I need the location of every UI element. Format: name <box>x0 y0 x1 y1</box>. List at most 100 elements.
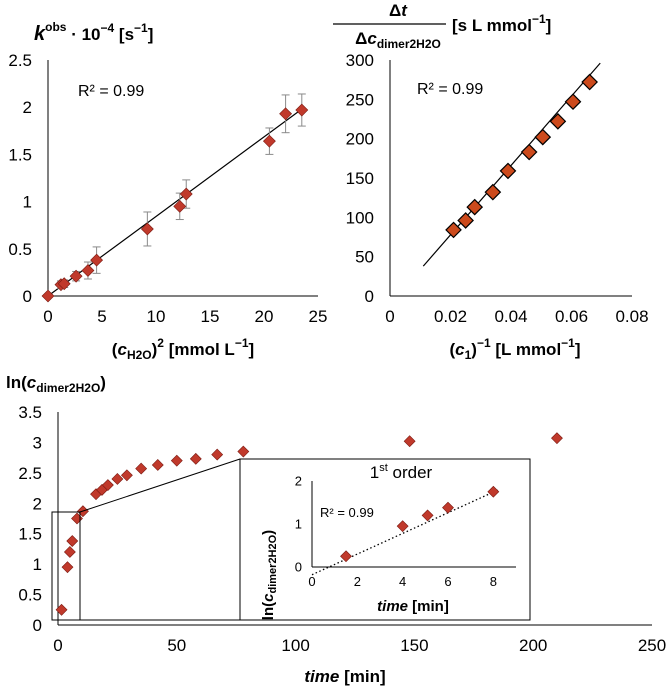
x-tick-label: 15 <box>201 307 220 326</box>
data-point <box>551 432 563 445</box>
data-point <box>442 501 454 514</box>
y-tick-label: 2.5 <box>8 51 32 70</box>
x-tick-label: 0 <box>53 636 62 655</box>
y-tick-label: 3 <box>33 433 42 452</box>
y-tick-label: 250 <box>346 90 374 109</box>
y-tick-label: 100 <box>346 208 374 227</box>
panel-a-x-axis-label: (cH2O)2 [mmol L−1] <box>112 336 254 362</box>
y-tick-label: 200 <box>346 130 374 149</box>
x-tick-label: 100 <box>281 636 309 655</box>
x-tick-label: 20 <box>255 307 274 326</box>
data-point <box>564 93 582 111</box>
data-point <box>57 277 71 291</box>
panel-dt-dc-vs-inverse-c1: ΔΔtt ΔcΔcdimer2H2O [s L mmol−1] R² = 0.9… <box>333 1 649 362</box>
panel-kobs-vs-water-squared: kobs · 10−4 [s−1] R² = 0.99 0 0.5 1 1.5 2 2.5… <box>8 20 327 362</box>
data-point <box>396 520 409 533</box>
data-point <box>466 198 484 216</box>
x-tick-label: 150 <box>400 636 428 655</box>
fit-line <box>47 108 303 297</box>
y-tick-label: 2 <box>33 494 42 513</box>
y-tick-label: 300 <box>346 51 374 70</box>
data-point <box>487 485 500 498</box>
data-point <box>445 221 462 239</box>
x-tick-label: 25 <box>309 307 328 326</box>
x-tick-label: 0 <box>385 307 394 326</box>
data-point <box>457 212 474 229</box>
panel-a-y-axis-label: kobs · 10−4 [s−1] <box>34 20 153 45</box>
y-tick-label: 1 <box>33 555 42 574</box>
x-tick-label: 0.04 <box>494 307 527 326</box>
data-point <box>211 448 224 461</box>
panel-c-y-axis-label: ln(cdimer2H2O) <box>6 373 106 395</box>
data-point <box>170 454 183 467</box>
y-tick-label: 50 <box>355 248 374 267</box>
data-point <box>549 113 567 130</box>
y-tick-label: 0.5 <box>18 586 42 605</box>
y-tick-label: 1 <box>23 193 32 212</box>
y-tick-label: 3.5 <box>18 403 42 422</box>
inset-y-axis-label: ln(cdimer2H2O) <box>260 530 279 620</box>
panel-b-x-axis-label: (c1)−1 [L mmol−1] <box>449 336 580 362</box>
y-tick-label: 2 <box>295 474 302 489</box>
data-point <box>179 187 193 201</box>
panel-c-x-axis-label: time [min] <box>304 667 385 686</box>
x-tick-label: 0 <box>308 574 315 589</box>
panel-b-y-axis-unit: [s L mmol−1] <box>452 12 551 35</box>
y-tick-label: 0.5 <box>8 240 32 259</box>
y-tick-label: 150 <box>346 169 374 188</box>
y-tick-label: 2 <box>23 98 32 117</box>
panel-ln-c-vs-time: ln(cdimer2H2O) 00.511.522.533.5 0 50 100 15… <box>6 373 666 686</box>
data-point <box>484 183 502 201</box>
data-point <box>63 546 76 558</box>
inset-x-axis-label: time [min] <box>377 598 449 615</box>
data-point <box>189 452 202 465</box>
panel-b-y-axis-denominator: ΔcΔcdimer2H2O <box>355 29 441 51</box>
data-point <box>534 128 552 146</box>
x-tick-label: 200 <box>519 636 547 655</box>
data-point <box>403 435 416 448</box>
data-point <box>237 445 250 458</box>
data-point <box>55 603 68 616</box>
data-point <box>111 473 124 485</box>
x-tick-label: 10 <box>147 307 166 326</box>
data-point <box>295 103 309 117</box>
inset-frame <box>239 458 531 621</box>
inset-r-squared: R² = 0.99 <box>320 505 374 520</box>
zoom-connector-top <box>79 458 241 513</box>
x-tick-label: 8 <box>490 574 497 589</box>
data-point <box>135 462 148 475</box>
data-point <box>173 199 187 213</box>
data-point <box>69 269 83 283</box>
y-tick-label: 1.5 <box>18 525 42 544</box>
x-tick-label: 0.08 <box>615 307 648 326</box>
data-point <box>421 509 434 522</box>
x-tick-label: 250 <box>638 636 666 655</box>
inset-title: 1st order <box>370 462 433 482</box>
x-tick-label: 0 <box>43 307 52 326</box>
inset-first-order: 1st order R² = 0.99 ln(cdimer2H2O) 0 1 2 0… <box>239 458 531 621</box>
data-point <box>499 162 517 180</box>
x-tick-label: 50 <box>167 636 186 655</box>
x-tick-label: 5 <box>97 307 106 326</box>
data-point <box>581 73 598 91</box>
x-tick-label: 6 <box>444 574 451 589</box>
y-tick-label: 0 <box>295 560 302 575</box>
data-point <box>262 134 276 148</box>
data-point <box>120 469 133 482</box>
y-tick-label: 1 <box>295 517 302 532</box>
data-point <box>101 479 114 491</box>
y-tick-label: 2.5 <box>18 464 42 483</box>
x-tick-label: 4 <box>399 574 406 589</box>
zoom-region-box <box>51 511 81 621</box>
panel-b-r-squared: R² = 0.99 <box>417 81 483 98</box>
y-tick-label: 0 <box>23 287 32 306</box>
data-point <box>151 459 164 471</box>
panel-a-r-squared: R² = 0.99 <box>78 83 144 100</box>
data-point <box>90 253 104 267</box>
data-point <box>66 535 79 547</box>
data-point <box>520 143 538 161</box>
data-point <box>41 289 55 303</box>
panel-b-y-axis-numerator: ΔΔtt <box>389 1 408 20</box>
y-tick-label: 0 <box>33 616 42 635</box>
